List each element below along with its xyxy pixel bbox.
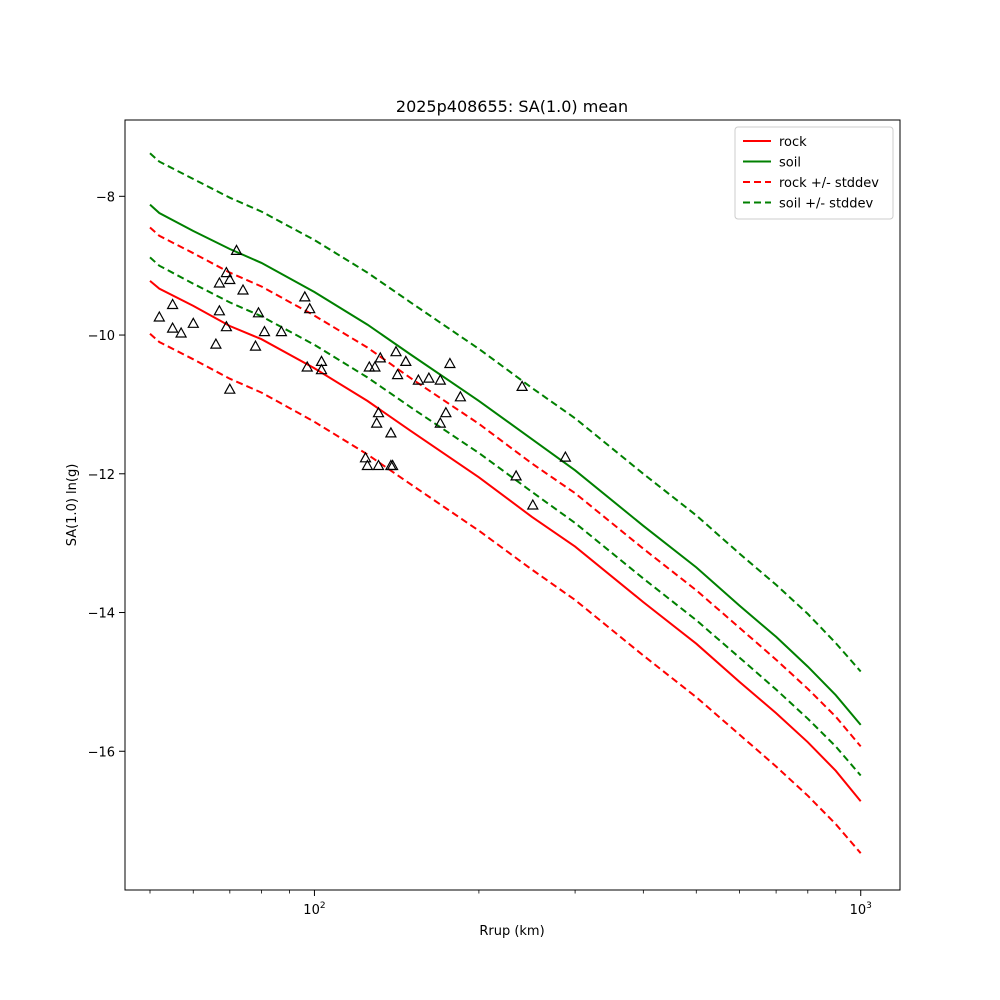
y-tick-label-0: −16 <box>88 745 115 760</box>
observation-point-22 <box>315 363 328 375</box>
observation-point-13 <box>236 283 250 295</box>
observation-point-18 <box>298 290 311 302</box>
observation-point-46 <box>526 498 539 510</box>
observation-point-4 <box>187 317 200 328</box>
observation-point-33 <box>386 459 399 471</box>
observation-point-37 <box>412 373 425 385</box>
series-line-2 <box>149 226 862 748</box>
observation-point-0 <box>153 310 166 322</box>
observation-point-5 <box>209 337 222 349</box>
observation-point-14 <box>249 339 262 351</box>
observation-point-6 <box>213 276 226 288</box>
observation-point-12 <box>230 244 243 255</box>
observation-point-30 <box>374 351 387 363</box>
plot-area <box>149 152 862 854</box>
observation-point-11 <box>223 382 236 394</box>
observation-point-9 <box>223 273 236 285</box>
observation-point-42 <box>443 357 456 369</box>
observation-point-41 <box>439 406 452 418</box>
y-axis: −16 −14 −12 −10 −8 <box>88 190 125 760</box>
observation-point-31 <box>384 426 397 438</box>
observation-point-24 <box>361 459 374 471</box>
observation-point-8 <box>220 266 233 278</box>
observation-point-43 <box>454 390 467 402</box>
y-tick-label-3: −10 <box>88 329 115 344</box>
y-tick-label-1: −14 <box>88 607 115 622</box>
observation-point-20 <box>303 302 316 314</box>
observation-point-1 <box>166 298 179 310</box>
observation-point-3 <box>175 326 188 338</box>
x-axis: 102 103 <box>149 890 872 918</box>
x-axis-label: Rrup (km) <box>479 924 544 939</box>
legend: rock soil rock +/- stddev soil +/- stddev <box>734 126 894 220</box>
legend-label-2: rock +/- stddev <box>779 176 879 191</box>
series-line-1 <box>149 203 862 726</box>
observation-point-19 <box>301 360 314 372</box>
legend-box <box>734 126 894 220</box>
observation-point-45 <box>516 380 529 391</box>
observation-point-10 <box>220 320 233 332</box>
legend-label-3: soil +/- stddev <box>779 197 874 212</box>
observation-point-39 <box>434 373 447 385</box>
observation-point-16 <box>258 325 271 337</box>
x-tick-label-0: 102 <box>303 901 325 918</box>
series-line-4 <box>149 152 862 673</box>
observation-point-35 <box>391 368 404 380</box>
series-line-3 <box>149 332 862 854</box>
observation-point-47 <box>559 450 572 462</box>
observation-point-34 <box>389 345 403 357</box>
observation-point-7 <box>213 304 226 316</box>
observation-point-26 <box>368 360 381 372</box>
series-line-5 <box>149 256 862 777</box>
series-line-0 <box>149 280 862 802</box>
x-tick-label-1: 103 <box>850 901 872 918</box>
observation-point-36 <box>399 355 412 366</box>
observation-point-23 <box>359 451 372 463</box>
y-tick-label-4: −8 <box>96 190 115 205</box>
y-tick-label-2: −12 <box>88 468 115 483</box>
observation-point-27 <box>370 416 383 428</box>
y-axis-label: SA(1.0) ln(g) <box>65 464 80 547</box>
observation-point-28 <box>372 406 385 418</box>
observation-point-29 <box>372 459 385 471</box>
observation-point-15 <box>252 306 265 318</box>
observation-point-40 <box>434 416 447 428</box>
observation-point-38 <box>422 371 435 383</box>
legend-label-0: rock <box>779 135 807 150</box>
observation-point-17 <box>275 325 288 337</box>
observation-point-2 <box>166 321 179 333</box>
chart-title: 2025p408655: SA(1.0) mean <box>396 97 628 116</box>
axes-frame <box>124 119 901 891</box>
observation-point-44 <box>510 469 523 481</box>
legend-label-1: soil <box>779 156 801 171</box>
